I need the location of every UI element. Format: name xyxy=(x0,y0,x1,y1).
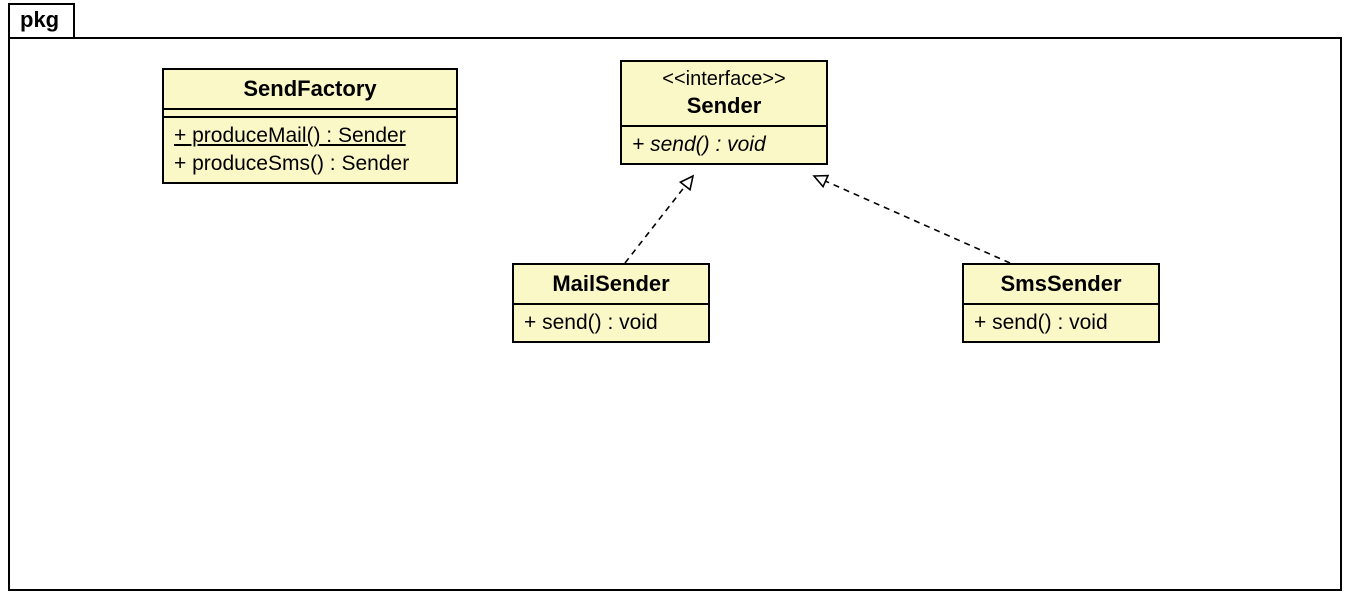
uml-package-label: pkg xyxy=(20,7,59,32)
uml-methods: + send() : void xyxy=(622,127,826,163)
uml-class-sms-sender: SmsSender + send() : void xyxy=(962,263,1160,343)
uml-class-title: SendFactory xyxy=(164,70,456,110)
uml-method: + produceSms() : Sender xyxy=(172,150,448,178)
uml-method: + produceMail() : Sender xyxy=(172,122,448,150)
uml-class-title: <<interface>> Sender xyxy=(622,62,826,127)
uml-method: + send() : void xyxy=(522,309,700,337)
uml-class-title: MailSender xyxy=(514,265,708,305)
uml-package-tab: pkg xyxy=(8,3,75,37)
uml-methods: + send() : void xyxy=(964,305,1158,341)
uml-methods: + produceMail() : Sender + produceSms() … xyxy=(164,118,456,182)
uml-class-send-factory: SendFactory + produceMail() : Sender + p… xyxy=(162,68,458,184)
uml-method: + send() : void xyxy=(630,131,818,159)
uml-class-name: Sender xyxy=(687,93,762,118)
uml-class-mail-sender: MailSender + send() : void xyxy=(512,263,710,343)
uml-attributes-empty xyxy=(164,110,456,118)
uml-methods: + send() : void xyxy=(514,305,708,341)
uml-class-sender: <<interface>> Sender + send() : void xyxy=(620,60,828,165)
uml-method: + send() : void xyxy=(972,309,1150,337)
uml-stereotype: <<interface>> xyxy=(632,68,816,91)
uml-class-title: SmsSender xyxy=(964,265,1158,305)
